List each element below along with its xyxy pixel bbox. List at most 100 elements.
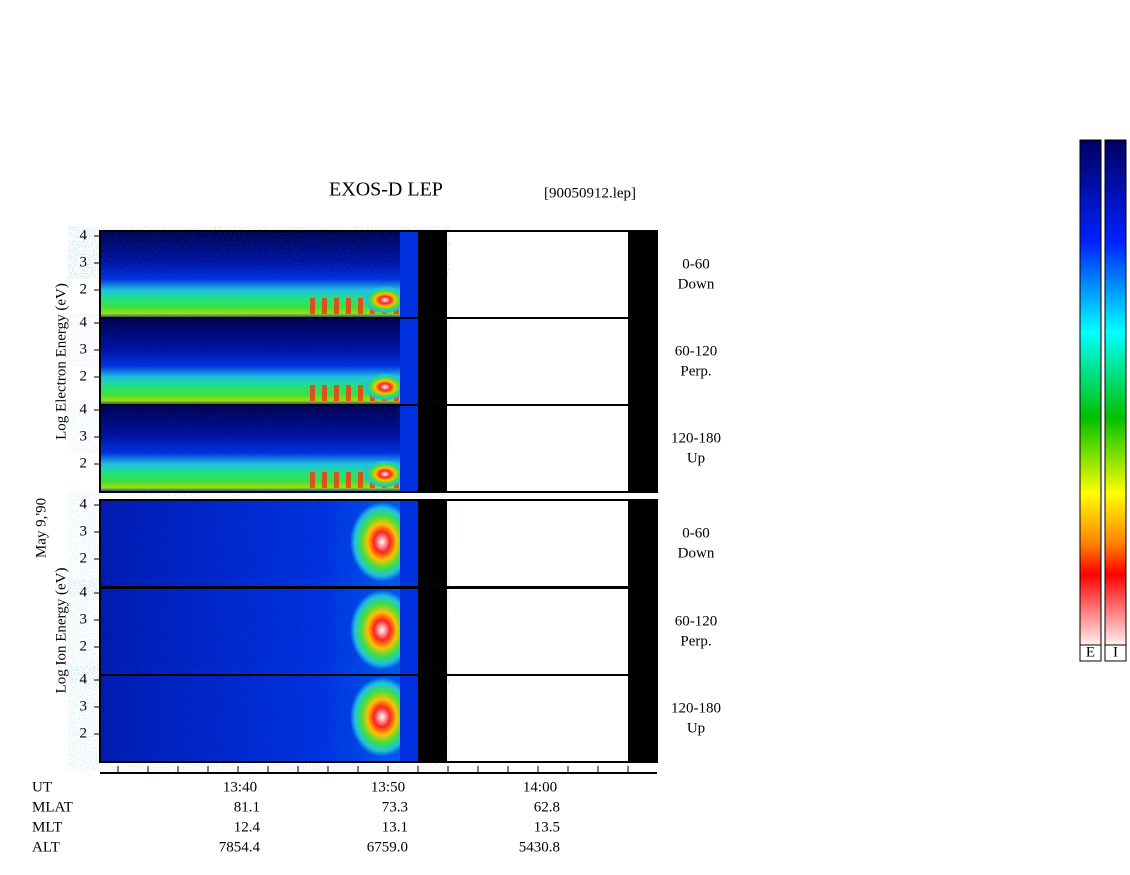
angle-range: 60-120 [675,343,718,359]
colorbar-label-box [1079,644,1102,662]
panel: 4 3 2 120-180 Up [80,401,721,493]
y-tick-label: 3 [80,254,88,270]
group-label: Log Electron Energy (eV) [53,283,69,440]
y-tick-label: 3 [80,611,88,627]
panel: 4 3 2 120-180 Up [80,671,721,763]
y-tick-label: 3 [80,523,88,539]
hotspot [350,502,414,582]
ephemeris-value: 7854.4 [219,839,261,855]
y-tick-label: 3 [80,341,88,357]
y-tick-label: 2 [80,550,88,566]
hotspot [346,472,351,488]
colorbar [1079,139,1102,646]
ephemeris-value: 6759.0 [367,839,408,855]
y-tick-label: 3 [80,698,88,714]
date: May 9,'90 [33,498,49,558]
noise [100,318,418,362]
hotspot [322,472,327,488]
hotspot [310,298,315,314]
panel: 4 3 2 60-120 Perp. [80,314,718,406]
hotspot [350,677,414,757]
panel-frame [99,674,658,763]
hotspot [350,590,414,670]
y-tick-label: 2 [80,455,88,471]
y-tick-label: 3 [80,428,88,444]
direction: Perp. [680,633,711,649]
no-data [628,231,657,318]
angle-range: 120-180 [671,430,721,446]
ephemeris-value: 62.8 [534,799,560,815]
y-tick-label: 4 [80,671,88,687]
data-gap [400,318,418,405]
ephemeris-value: 73.3 [382,799,408,815]
angle-range: 120-180 [671,700,721,716]
no-data [628,588,657,675]
y-tick-label: 4 [80,584,88,600]
hotspot [322,298,327,314]
data-gap [400,405,418,492]
hotspot [346,385,351,401]
ephemeris-name: UT [32,779,52,795]
no-data [418,318,447,405]
panel: 4 3 2 60-120 Perp. [80,584,718,676]
data-gap [400,231,418,318]
hotspot [363,286,407,314]
hotspot [310,385,315,401]
angle-range: 0-60 [682,525,710,541]
no-data [418,500,447,587]
direction: Up [687,720,705,736]
ephemeris-name: ALT [32,839,60,855]
no-data [418,675,447,762]
noise [100,405,418,449]
y-tick-label: 4 [80,314,88,330]
direction: Down [678,276,715,292]
ephemeris-value: 5430.8 [519,839,560,855]
hotspot [363,373,407,401]
ephemeris-name: MLAT [32,799,73,815]
no-data [628,405,657,492]
angle-range: 60-120 [675,613,718,629]
direction: Perp. [680,363,711,379]
group-label: Log Ion Energy (eV) [53,568,69,694]
y-tick-label: 2 [80,368,88,384]
direction: Up [687,450,705,466]
y-tick-label: 4 [80,401,88,417]
no-data [628,675,657,762]
colorbar-label: I [1113,644,1118,660]
panel-frame [99,404,658,493]
ephemeris-value: 13:50 [371,779,405,795]
colorbar [1104,139,1127,646]
no-data [628,500,657,587]
hotspot [322,385,327,401]
ephemeris-value: 13.5 [534,819,560,835]
ephemeris-name: MLT [32,819,62,835]
hotspot [310,472,315,488]
noise [100,231,418,275]
y-tick-label: 2 [80,725,88,741]
ephemeris-value: 13:40 [223,779,257,795]
hotspot [334,472,339,488]
hotspot [358,385,363,401]
y-tick-label: 4 [80,496,88,512]
y-tick-label: 2 [80,281,88,297]
title: EXOS-D LEP [329,179,443,201]
hotspot [346,298,351,314]
no-data [628,318,657,405]
no-data [418,588,447,675]
ephemeris-value: 13.1 [382,819,408,835]
hotspot [334,298,339,314]
ephemeris-value: 12.4 [234,819,261,835]
angle-range: 0-60 [682,256,710,272]
no-data [418,231,447,318]
y-tick-label: 2 [80,638,88,654]
direction: Down [678,545,715,561]
data-gap [400,588,418,675]
hotspot [363,460,407,488]
panel: 4 3 2 0-60 Down [80,227,715,319]
no-data [418,405,447,492]
colorbar-label-box [1104,644,1127,662]
hotspot [334,385,339,401]
hotspot [358,298,363,314]
y-tick-label: 4 [80,227,88,243]
